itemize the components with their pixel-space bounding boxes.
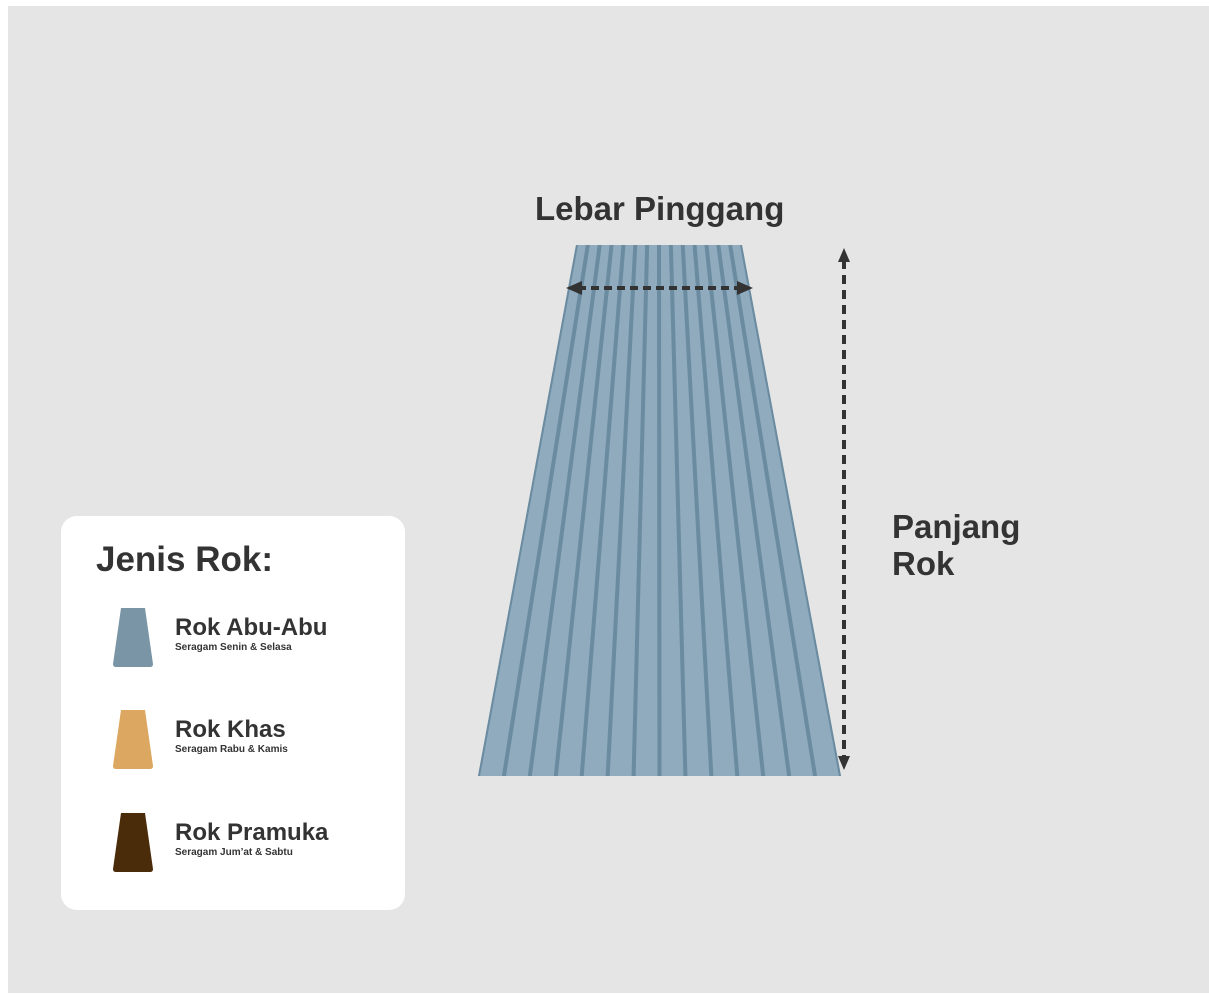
legend-item-name: Rok Khas xyxy=(175,716,286,743)
legend-item-rok-abu-abu: Rok Abu-Abu Seragam Senin & Selasa xyxy=(111,608,391,670)
brown-skirt-swatch-icon xyxy=(113,813,153,872)
legend-item-rok-khas: Rok Khas Seragam Rabu & Kamis xyxy=(111,710,391,772)
skirt-length-label: Panjang Rok xyxy=(892,508,1020,582)
diagram-canvas: Lebar Pinggang Panjang Rok Jenis Rok: Ro… xyxy=(8,6,1209,993)
waist-width-label: Lebar Pinggang xyxy=(535,190,785,227)
pleat-line xyxy=(668,245,688,776)
legend-item-rok-pramuka: Rok Pramuka Seragam Jum’at & Sabtu xyxy=(111,813,391,875)
pleat-line xyxy=(680,245,714,776)
pleat-line xyxy=(657,245,662,776)
legend-item-name: Rok Pramuka xyxy=(175,819,329,846)
pleat-line xyxy=(631,245,650,776)
legend-item-desc: Seragam Senin & Selasa xyxy=(175,642,292,653)
pleat-line xyxy=(716,245,792,776)
pleat-line xyxy=(579,245,626,776)
skirt-length-label-line2: Rok xyxy=(892,545,955,582)
legend-item-desc: Seragam Jum’at & Sabtu xyxy=(175,847,293,858)
legend-item-desc: Seragam Rabu & Kamis xyxy=(175,744,288,755)
pleat-line xyxy=(605,245,638,776)
pleat-line xyxy=(704,245,766,776)
pleat-line xyxy=(478,245,578,776)
pleat-line xyxy=(501,245,590,776)
skirt-drawing xyxy=(478,245,850,776)
pleat-line xyxy=(527,245,602,776)
gray-skirt-swatch-icon xyxy=(113,608,153,667)
pleat-line xyxy=(728,245,818,776)
tan-skirt-swatch-icon xyxy=(113,710,153,769)
pleat-line xyxy=(553,245,614,776)
legend-item-name: Rok Abu-Abu xyxy=(175,614,328,641)
skirt-pleats xyxy=(478,245,841,776)
skirt-length-arrow xyxy=(838,248,850,770)
pleat-line xyxy=(740,245,841,776)
waist-width-arrow xyxy=(566,281,753,295)
skirt-length-label-line1: Panjang xyxy=(892,508,1021,545)
legend-card: Jenis Rok: Rok Abu-Abu Seragam Senin & S… xyxy=(61,516,405,910)
legend-title: Jenis Rok: xyxy=(96,540,273,579)
pleat-line xyxy=(692,245,740,776)
